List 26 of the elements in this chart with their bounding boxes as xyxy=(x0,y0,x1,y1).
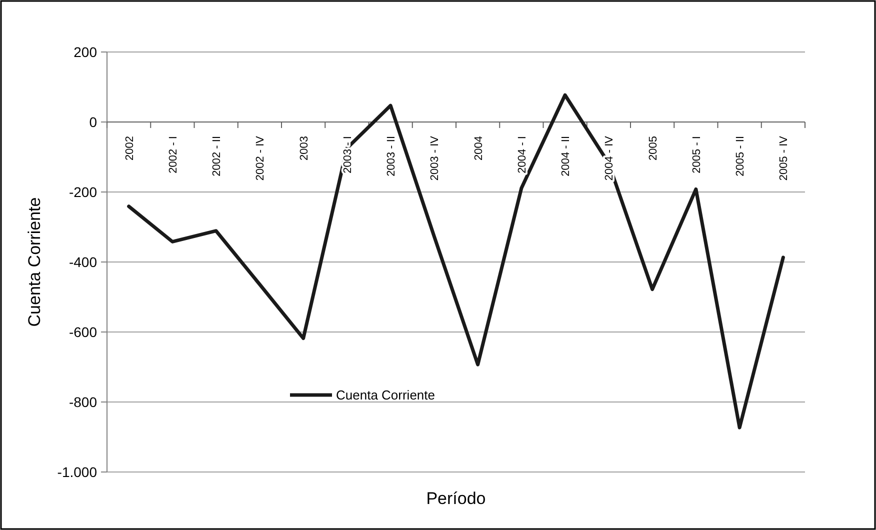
x-tick-label: 2005 - IV xyxy=(778,135,790,181)
y-tick-label: -800 xyxy=(68,394,98,410)
x-tick-label: 2002 - II xyxy=(211,136,224,176)
x-tick-label: 2004 - II xyxy=(560,136,572,176)
x-tick-label: 2005 - II xyxy=(734,136,747,176)
y-tick-label: 200 xyxy=(74,44,98,60)
x-tick-label: 2003 xyxy=(298,136,310,160)
x-tick-label: 2002 - IV xyxy=(254,135,267,181)
y-tick-label: 0 xyxy=(89,114,98,130)
x-tick-label: 2004 xyxy=(472,136,485,160)
x-tick-label: 2004 - IV xyxy=(604,135,616,181)
x-axis-title: Período xyxy=(426,489,486,508)
x-tick-label: 2003 - I xyxy=(342,136,354,174)
y-tick-label: -200 xyxy=(68,184,98,200)
x-tick-label: 2003 - IV xyxy=(429,135,442,181)
x-tick-label: 2003 - II xyxy=(386,136,398,176)
y-tick-label: -400 xyxy=(68,254,98,270)
legend-label: Cuenta Corriente xyxy=(336,388,435,403)
x-tick-label: 2005 - I xyxy=(690,136,703,174)
x-tick-label: 2005 xyxy=(647,136,660,160)
y-tick-label: -600 xyxy=(68,324,98,340)
x-tick-label: 2004 - I xyxy=(516,136,528,174)
x-tick-label: 2002 xyxy=(124,136,136,160)
y-tick-label: -1.000 xyxy=(57,464,98,480)
y-axis-title: Cuenta Corriente xyxy=(25,197,44,327)
x-tick-label: 2002 - I xyxy=(167,136,180,174)
